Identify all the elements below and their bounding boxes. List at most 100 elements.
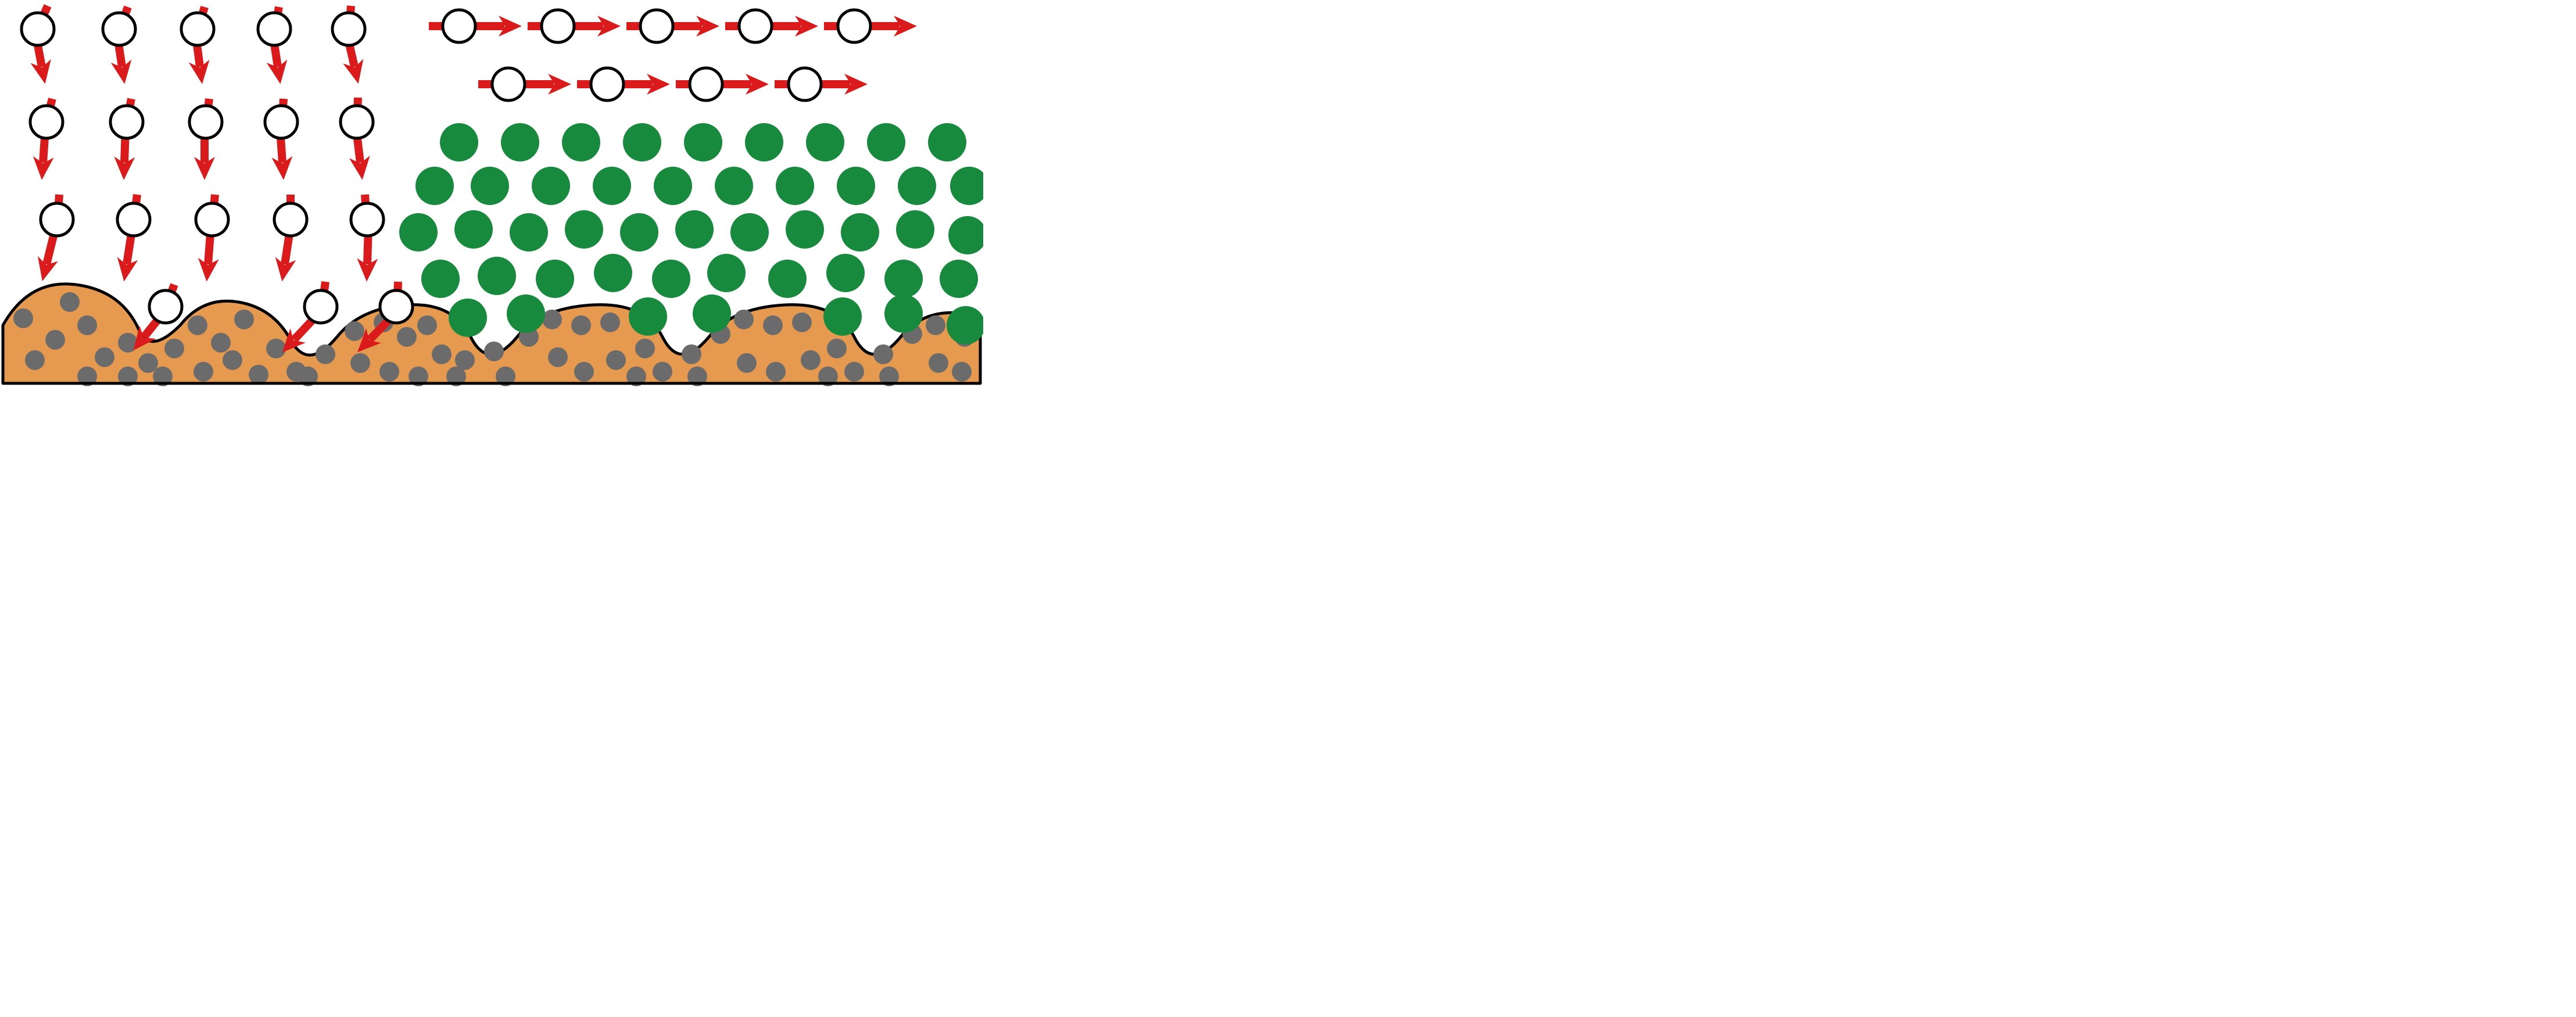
falling-particle	[258, 7, 291, 67]
surface-grain	[223, 350, 242, 370]
surface-grain	[929, 353, 948, 373]
surface-grain	[249, 365, 268, 384]
particle-circle	[690, 68, 722, 100]
particle-circle	[22, 13, 54, 45]
surface-grain	[95, 347, 114, 367]
green-particle	[449, 299, 487, 337]
flowing-particle	[676, 68, 751, 100]
particle-circle	[332, 13, 365, 45]
surface-grain	[763, 315, 783, 335]
falling-particle	[30, 99, 63, 163]
green-particle	[510, 213, 548, 251]
green-particle	[837, 167, 875, 205]
green-particle	[440, 123, 478, 161]
falling-particle	[332, 6, 365, 67]
flowing-particle	[429, 10, 504, 42]
particle-circle	[41, 203, 73, 236]
particle-circle	[196, 203, 228, 236]
green-particle	[826, 254, 865, 292]
particle-circle	[274, 203, 307, 236]
green-particle	[745, 123, 783, 161]
green-particle	[593, 167, 631, 205]
surface-grain	[766, 362, 786, 382]
surface-grain	[379, 362, 399, 382]
green-particle	[620, 213, 658, 251]
falling-particle	[181, 7, 214, 67]
green-particle	[421, 260, 460, 298]
green-particle	[867, 123, 905, 161]
surface-grain	[118, 333, 138, 353]
surface-grain	[138, 353, 158, 373]
green-particle	[478, 257, 516, 295]
particle-circle	[739, 10, 772, 42]
green-particle	[629, 297, 667, 336]
green-particle	[652, 260, 690, 298]
surface-grain	[827, 339, 847, 358]
flowing-particle	[528, 10, 603, 42]
falling-particle	[265, 99, 298, 163]
green-particle	[675, 210, 714, 249]
fluid-surface-diagram	[0, 0, 983, 389]
green-particle	[806, 123, 844, 161]
surface-grain	[734, 310, 754, 329]
particle-circle	[380, 290, 413, 323]
green-particle-cloud	[399, 123, 983, 344]
surface-grain	[600, 312, 620, 332]
surface-grain	[432, 344, 452, 364]
particle-circle	[110, 106, 143, 138]
surface-grain	[234, 310, 254, 329]
surface-grain	[635, 339, 655, 358]
green-particle	[768, 260, 807, 298]
particle-circle	[103, 13, 135, 45]
green-particle	[501, 123, 539, 161]
flowing-particle	[577, 68, 653, 100]
flowing-particle	[725, 10, 801, 42]
green-particle	[715, 167, 753, 205]
falling-particle	[103, 7, 135, 67]
particle-circle	[304, 290, 337, 323]
surface-grain	[164, 339, 184, 358]
particle-circle	[443, 10, 475, 42]
falling-particle	[22, 6, 54, 67]
falling-particle	[341, 98, 373, 163]
green-particle	[730, 213, 769, 251]
green-particle	[896, 210, 934, 249]
particle-circle	[258, 13, 291, 45]
surface-grain	[737, 353, 757, 373]
falling-particle	[196, 195, 228, 264]
green-particle	[884, 294, 923, 333]
falling-particle	[189, 99, 222, 163]
green-particle	[684, 123, 722, 161]
surface-grain	[542, 310, 562, 329]
particle-circle	[591, 68, 624, 100]
surface-grain	[792, 312, 812, 332]
falling-particle	[294, 282, 337, 340]
surface-grain	[873, 344, 893, 364]
flowing-particle	[775, 68, 850, 100]
flowing-particle	[626, 10, 702, 42]
green-particle	[898, 167, 936, 205]
particle-circle	[149, 290, 182, 323]
green-particle	[884, 260, 923, 298]
surface-grain	[345, 321, 364, 341]
green-particle	[950, 167, 983, 205]
surface-grain	[682, 344, 701, 364]
green-particle	[594, 254, 632, 292]
falling-particle	[117, 195, 150, 264]
surface-grain	[484, 342, 504, 361]
falling-particle	[41, 195, 73, 264]
surface-grain	[266, 339, 286, 358]
green-particle	[565, 210, 603, 249]
particle-circle	[117, 203, 150, 236]
green-particle	[947, 306, 983, 344]
surface-grain	[653, 362, 672, 382]
surface-grain	[194, 362, 213, 382]
green-particle	[536, 260, 574, 298]
green-particle	[823, 297, 862, 336]
surface-grain	[952, 362, 972, 382]
green-particle	[415, 167, 454, 205]
particle-circle	[838, 10, 870, 42]
green-particle	[507, 294, 545, 333]
surface-grain	[25, 350, 45, 370]
surface-grain	[211, 333, 231, 353]
